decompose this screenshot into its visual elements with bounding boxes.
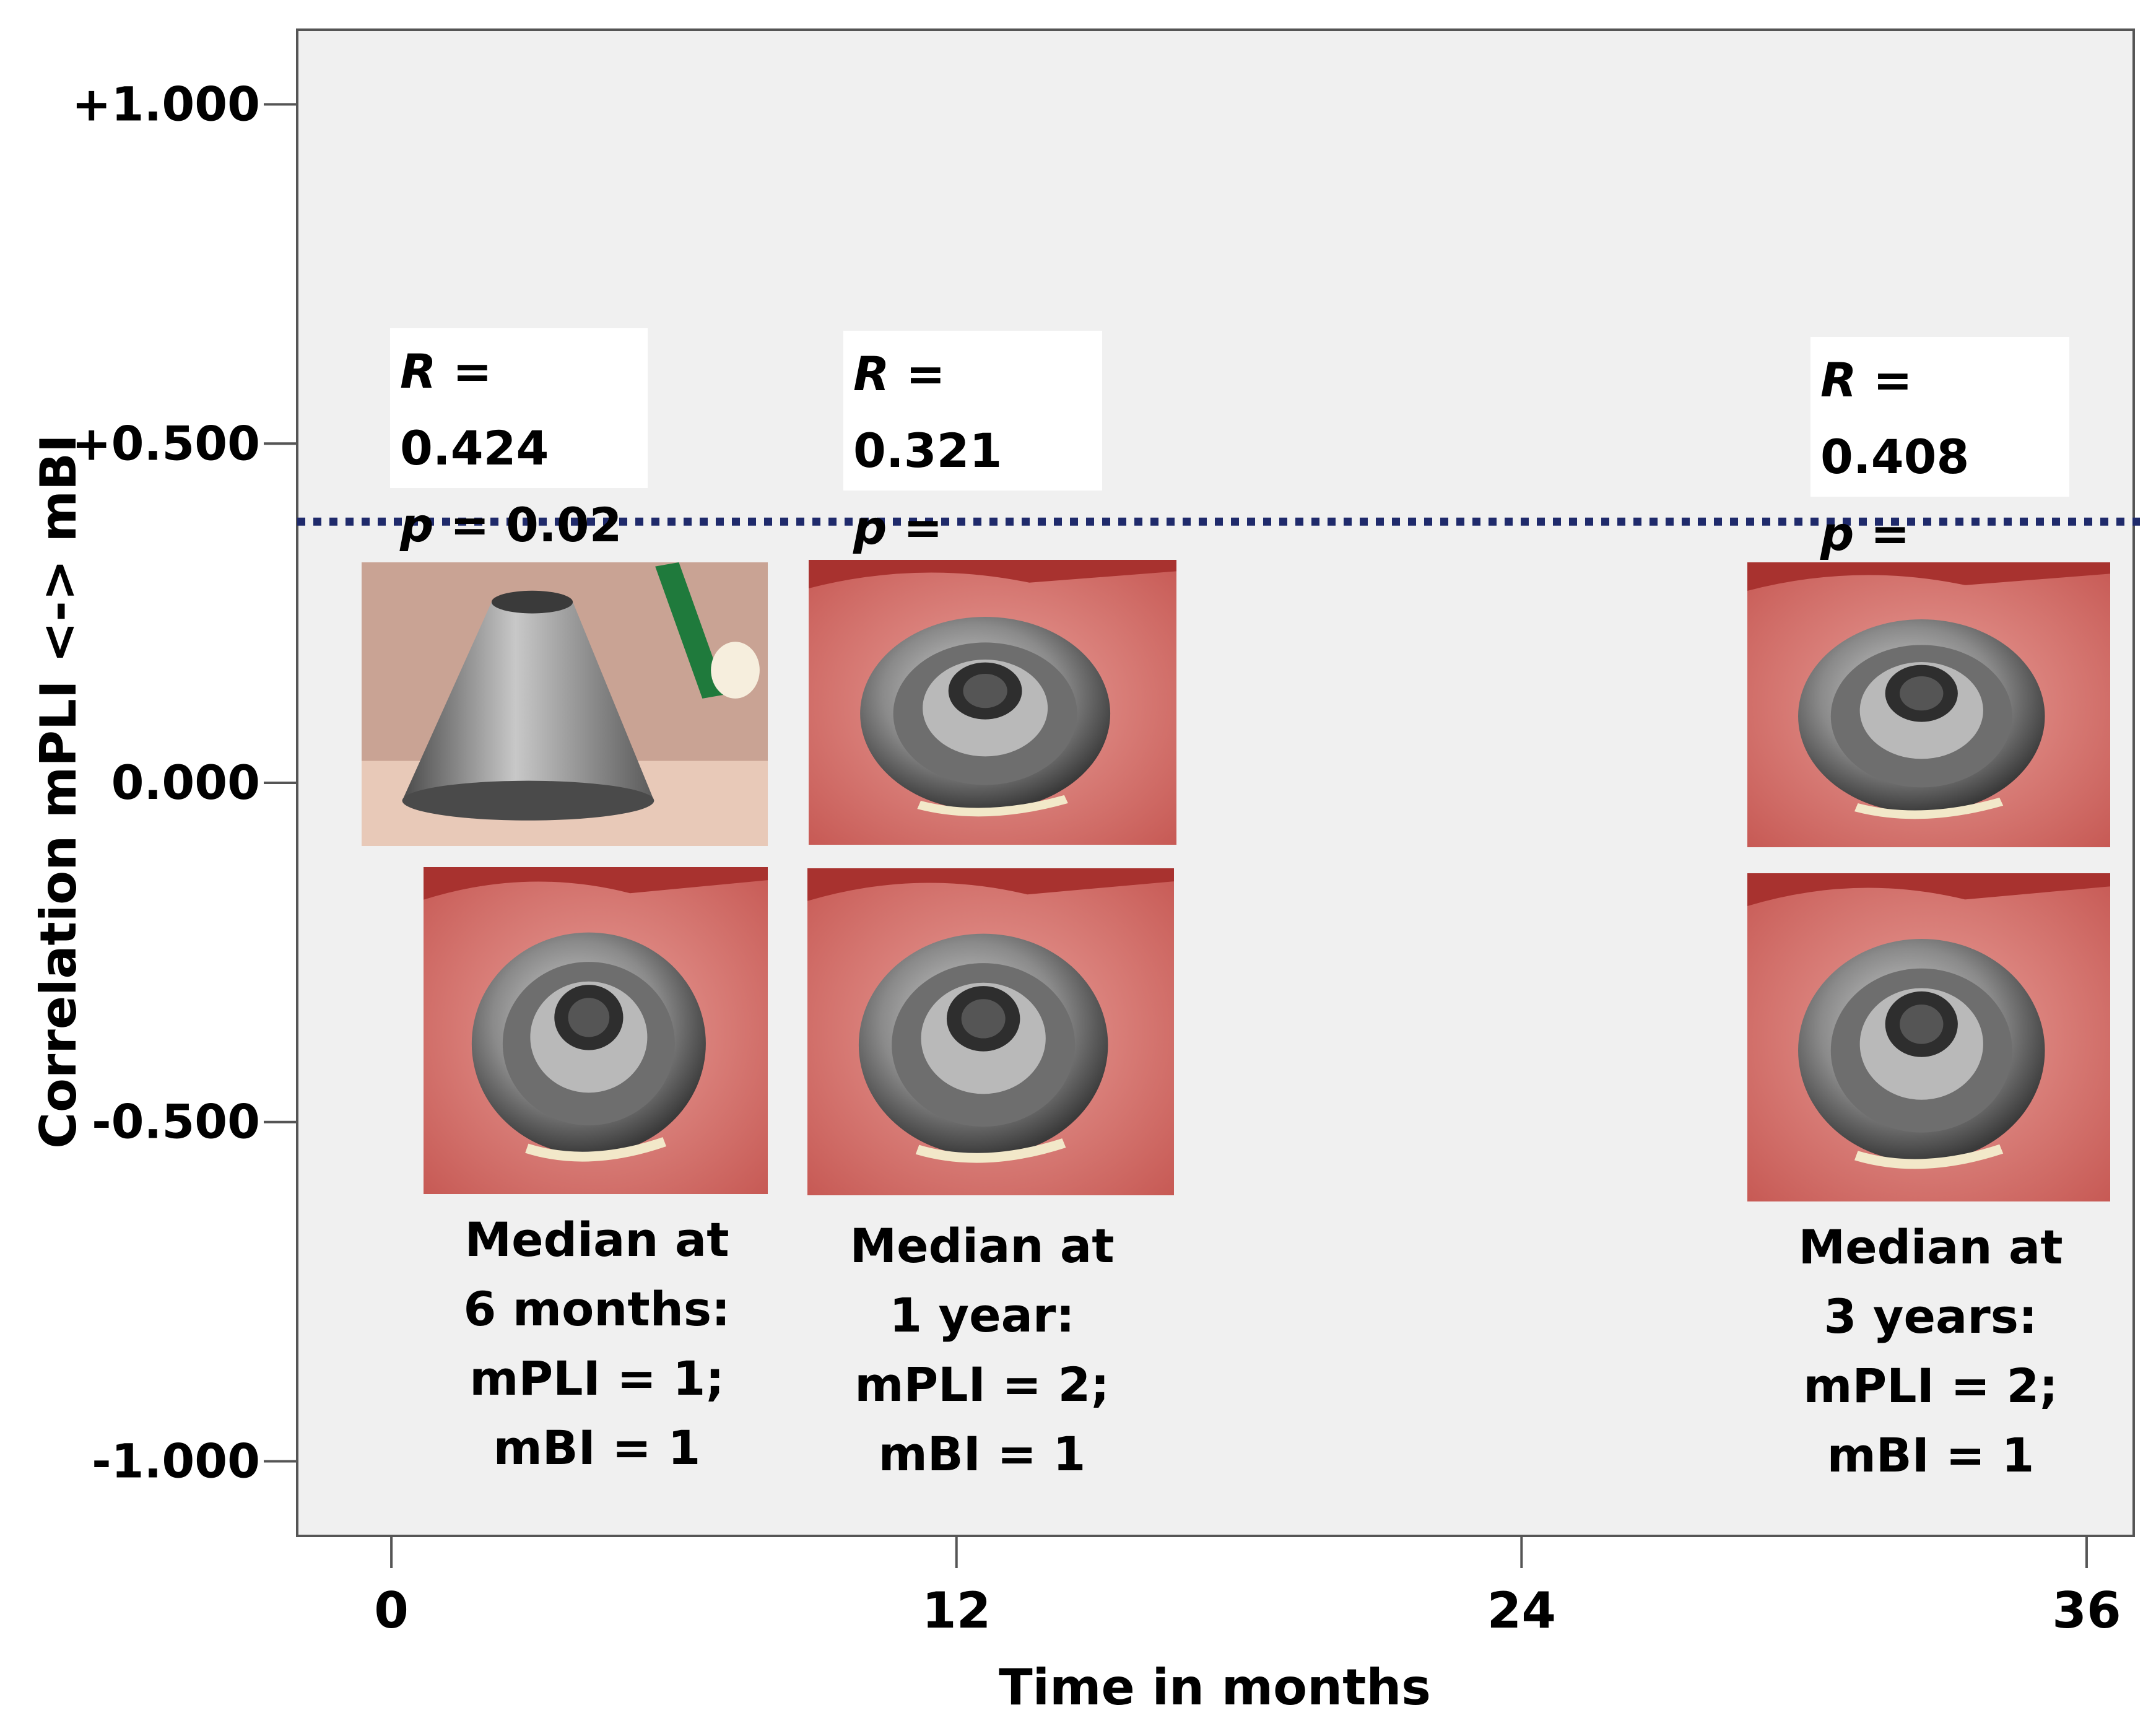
annotation-box-3-years: R = 0.408 p = 0.017 bbox=[1810, 337, 2069, 638]
r-symbol: R bbox=[853, 346, 890, 401]
p-symbol: p bbox=[853, 500, 887, 555]
implant-top-photo bbox=[807, 868, 1174, 1195]
implant-top-photo bbox=[809, 560, 1176, 845]
annotation-box-6-months: R = 0.424 p = 0.02 bbox=[390, 328, 648, 552]
annotation-box-1-year: R = 0.321 p = 0.068 bbox=[843, 331, 1102, 632]
p-value: = 0.02 bbox=[450, 497, 622, 552]
y-tick-label: +0.500 bbox=[72, 416, 260, 471]
p-symbol: p bbox=[1820, 506, 1854, 561]
y-tick-label: +1.000 bbox=[72, 77, 260, 132]
y-tick-label: -1.000 bbox=[92, 1433, 260, 1488]
implant-top-photo bbox=[424, 867, 768, 1194]
p-symbol: p bbox=[400, 497, 434, 552]
x-tick-label: 12 bbox=[922, 1582, 991, 1639]
r-value: = 0.321 bbox=[853, 346, 1002, 478]
r-symbol: R bbox=[1820, 352, 1857, 408]
y-tick-label: -0.500 bbox=[92, 1094, 260, 1149]
x-tick-label: 0 bbox=[374, 1582, 409, 1639]
r-symbol: R bbox=[400, 344, 437, 399]
implant-top-photo bbox=[1747, 562, 2110, 847]
r-value: = 0.424 bbox=[400, 344, 549, 476]
abutment-side-photo bbox=[362, 562, 768, 846]
median-label-1-year: Median at 1 year: mPLI = 2; mBI = 1 bbox=[850, 1218, 1115, 1481]
x-axis-label: Time in months bbox=[999, 1659, 1431, 1716]
y-axis-label: Correlation mPLI <-> mBI bbox=[30, 434, 87, 1148]
implant-top-photo bbox=[1747, 873, 2110, 1201]
r-value: = 0.408 bbox=[1820, 352, 1970, 484]
y-tick-label: 0.000 bbox=[111, 755, 260, 810]
x-tick-label: 36 bbox=[2052, 1582, 2121, 1639]
x-tick-label: 24 bbox=[1487, 1582, 1556, 1639]
median-label-6-months: Median at 6 months: mPLI = 1; mBI = 1 bbox=[463, 1212, 731, 1475]
median-label-3-years: Median at 3 years: mPLI = 2; mBI = 1 bbox=[1798, 1219, 2063, 1483]
